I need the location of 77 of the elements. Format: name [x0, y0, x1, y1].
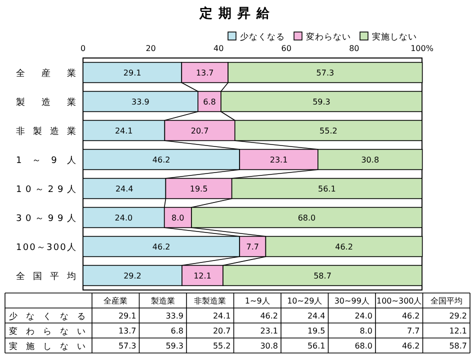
x-tick-label: 30~99人: [334, 296, 370, 306]
data-label: 12.1: [194, 272, 212, 281]
data-label: 68.0: [354, 342, 372, 351]
x-tick-label: 全国平均: [430, 296, 462, 306]
data-label: 57.3: [118, 342, 136, 351]
data-label: 46.2: [152, 156, 170, 165]
x-tick-label: 80: [349, 44, 360, 53]
data-label: 46.2: [260, 312, 278, 321]
data-label: 6.8: [203, 98, 216, 107]
y-tick-label: 非製造業: [16, 126, 76, 137]
y-tick-label: 100～300人: [16, 242, 76, 253]
data-label: 20.7: [212, 326, 231, 336]
x-tick-label: 10~29人: [287, 296, 322, 306]
data-label: 23.1: [270, 156, 288, 165]
data-label: 19.5: [190, 184, 208, 194]
x-tick-label: 20: [146, 44, 156, 53]
data-label: 30.8: [260, 342, 278, 351]
x-tick-label: 製造業: [150, 296, 175, 306]
data-label: 24.0: [114, 214, 133, 223]
data-label: 68.0: [298, 214, 316, 223]
y-tick-label: 実施しない: [9, 340, 86, 352]
data-label: 56.1: [318, 184, 336, 194]
y-tick-label: 変わらない: [9, 326, 86, 337]
data-label: 7.7: [246, 242, 260, 252]
x-tick-label: 100%: [410, 44, 434, 53]
data-label: 33.9: [166, 312, 184, 321]
chart-title: 定期昇給: [198, 6, 276, 22]
data-label: 20.7: [190, 126, 209, 136]
x-tick-label: 非製造業: [194, 296, 226, 306]
legend-label: 少なくなる: [240, 31, 285, 42]
data-label: 58.7: [314, 272, 332, 281]
data-label: 24.1: [114, 126, 133, 136]
data-label: 29.1: [123, 68, 142, 78]
x-tick-label: 0: [80, 44, 86, 53]
data-label: 56.1: [307, 342, 326, 351]
x-tick-label: 100~300人: [376, 296, 422, 306]
legend-label: 変わらない: [306, 31, 351, 42]
y-tick-label: 10～29人: [16, 184, 76, 195]
data-label: 58.7: [449, 342, 467, 351]
data-label: 19.5: [307, 326, 326, 336]
data-label: 29.2: [124, 272, 142, 281]
data-label: 24.0: [354, 312, 372, 321]
data-label: 30.8: [361, 156, 380, 165]
y-tick-label: 製造業: [16, 96, 76, 108]
y-tick-label: 少なくなる: [9, 310, 86, 322]
data-label: 24.4: [115, 184, 134, 194]
data-label: 55.2: [320, 126, 338, 136]
data-label: 57.3: [316, 68, 334, 78]
legend-label: 実施しない: [372, 31, 417, 42]
data-label: 46.2: [335, 242, 353, 252]
data-label: 13.7: [118, 326, 136, 336]
data-label: 24.4: [307, 312, 326, 321]
data-label: 12.1: [449, 326, 467, 336]
data-label: 8.0: [360, 326, 372, 336]
y-tick-label: 30～99人: [16, 212, 76, 224]
data-label: 59.3: [166, 342, 184, 351]
data-label: 24.1: [212, 312, 231, 321]
data-label: 29.2: [449, 312, 467, 321]
data-label: 23.1: [260, 326, 278, 336]
data-label: 29.1: [118, 312, 136, 321]
data-label: 46.2: [402, 342, 420, 351]
data-label: 33.9: [132, 98, 150, 107]
data-label: 59.3: [312, 98, 330, 107]
y-tick-label: 1～9人: [16, 154, 76, 166]
data-label: 13.7: [196, 68, 214, 78]
y-tick-label: 全産業: [16, 68, 76, 79]
data-label: 55.2: [212, 342, 231, 351]
data-label: 46.2: [402, 312, 420, 321]
data-label: 6.8: [170, 326, 184, 336]
data-label: 46.2: [152, 242, 170, 252]
data-label: 8.0: [172, 214, 184, 223]
x-tick-label: 60: [281, 44, 292, 53]
y-tick-label: 全国平均: [16, 270, 76, 282]
data-label: 7.7: [407, 326, 420, 336]
x-tick-label: 全産業: [104, 296, 128, 306]
x-tick-label: 1~9人: [244, 296, 270, 306]
x-tick-label: 40: [214, 44, 224, 53]
